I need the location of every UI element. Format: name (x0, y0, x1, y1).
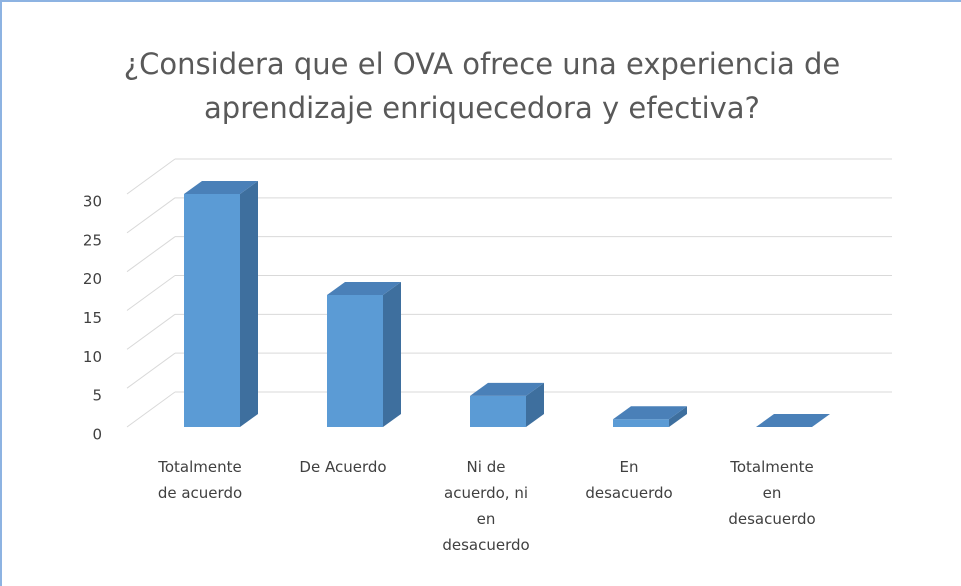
x-tick-label: Totalmente en desacuerdo (728, 458, 816, 528)
bar-side (526, 382, 544, 427)
x-tick-label: Ni de acuerdo, ni en desacuerdo (442, 458, 530, 554)
bar-top (184, 181, 258, 194)
bar-front (327, 294, 383, 427)
y-tick-label: 30 (83, 193, 102, 211)
grid-line-side (126, 197, 176, 234)
y-tick-label: 15 (83, 309, 102, 327)
x-tick-label: Totalmente de acuerdo (157, 458, 243, 502)
grid-line-side (126, 313, 176, 350)
grid-line-side (126, 275, 176, 311)
x-tick-label: De Acuerdo (299, 458, 387, 476)
y-tick-label: 10 (83, 348, 102, 366)
y-tick-label: 0 (92, 426, 102, 444)
bar-top (470, 382, 544, 396)
grid-line-side (126, 352, 176, 389)
x-tick-label: En desacuerdo (585, 458, 673, 502)
bar-top (613, 406, 687, 420)
grid-line-side (126, 236, 176, 273)
bar-front (470, 395, 526, 427)
bar-front (184, 194, 240, 427)
bar-side (669, 406, 687, 427)
y-tick-label: 5 (92, 387, 102, 405)
bar-side (240, 181, 258, 427)
grid-line-side (126, 391, 176, 428)
bar-side (383, 281, 401, 427)
chart-title: ¿Considera que el OVA ofrece una experie… (123, 47, 841, 125)
bar-front (613, 419, 669, 427)
bar-top (327, 281, 401, 295)
grid-line-side (126, 158, 176, 195)
bar-top (756, 414, 830, 427)
y-tick-label: 20 (83, 270, 102, 288)
y-tick-label: 25 (83, 231, 102, 249)
